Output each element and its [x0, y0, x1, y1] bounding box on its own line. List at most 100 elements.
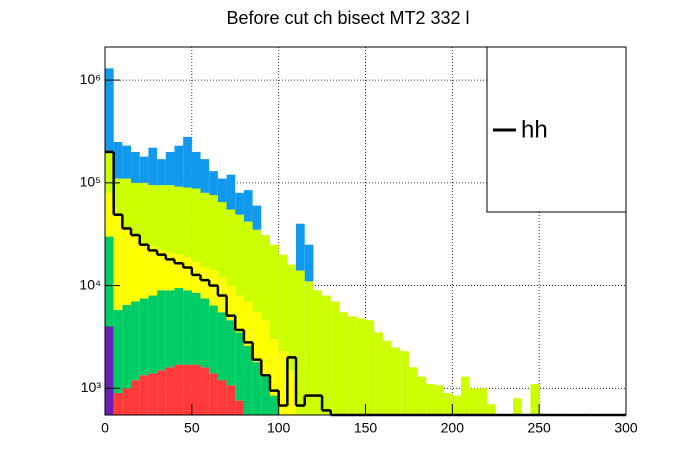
bar [400, 351, 409, 415]
legend-label: hh [521, 116, 548, 143]
bar [183, 364, 192, 415]
bar [235, 192, 244, 215]
bar [122, 229, 132, 305]
bar [243, 301, 253, 346]
bar [191, 261, 201, 293]
bar [252, 229, 262, 313]
bar [148, 373, 158, 415]
bar [209, 373, 218, 415]
bar [469, 388, 479, 415]
bar [382, 340, 392, 415]
bar [191, 292, 201, 365]
bar [174, 186, 184, 255]
bar [209, 305, 218, 374]
bar [139, 375, 149, 415]
bar [174, 364, 184, 415]
x-tick-label: 300 [614, 420, 638, 436]
bar [235, 295, 244, 333]
bar [348, 316, 357, 415]
bar [105, 151, 114, 193]
bar [235, 214, 244, 296]
bar [304, 244, 314, 282]
bar [157, 370, 166, 415]
plot-frame [104, 46, 627, 416]
x-tick-label: 250 [527, 420, 551, 436]
bar [278, 351, 288, 415]
bar [434, 385, 444, 415]
bar [131, 380, 140, 415]
bar [478, 388, 488, 415]
bar [157, 185, 166, 251]
bar [105, 192, 114, 237]
bar [513, 398, 522, 415]
bar [113, 178, 123, 215]
x-tick-label: 50 [184, 420, 200, 436]
bar [356, 318, 366, 415]
bar [122, 178, 132, 230]
bar [148, 246, 158, 296]
bar [296, 223, 305, 271]
bar [122, 388, 132, 415]
bar [313, 290, 323, 415]
bar [269, 244, 279, 340]
bar [235, 400, 244, 415]
bar [226, 385, 236, 415]
bar [443, 393, 453, 415]
bar [174, 145, 184, 187]
bar [243, 221, 253, 302]
bar [200, 298, 210, 368]
bar [243, 190, 253, 222]
bar [269, 339, 279, 396]
bar [105, 68, 114, 152]
bar [165, 185, 175, 253]
bar [165, 252, 175, 291]
bar [226, 209, 236, 286]
bar [278, 254, 288, 352]
bar [287, 264, 297, 371]
bar [235, 332, 244, 401]
bar [165, 367, 175, 415]
x-tick-label: 150 [354, 420, 378, 436]
bar [139, 182, 149, 245]
bar [113, 393, 123, 415]
chart-title: Before cut ch bisect MT2 332 l [226, 8, 469, 28]
bar [131, 301, 140, 381]
y-tick-label: 10⁴ [79, 276, 101, 292]
bar [191, 364, 201, 415]
bar [139, 298, 149, 376]
bar [252, 362, 262, 415]
bar [191, 188, 201, 262]
bar [148, 185, 158, 247]
bar [209, 195, 218, 271]
bar [217, 380, 227, 415]
bar [391, 347, 401, 415]
bar [487, 404, 496, 415]
bar [174, 254, 184, 288]
bar [461, 376, 470, 415]
bar [287, 370, 297, 415]
bar [105, 326, 114, 415]
bar [261, 320, 270, 377]
bar [365, 320, 375, 415]
x-tick-label: 200 [441, 420, 465, 436]
bar [200, 267, 210, 299]
bar [174, 287, 184, 365]
bar [226, 285, 236, 321]
bar [217, 178, 227, 203]
bar [113, 214, 123, 310]
bar [417, 376, 427, 415]
bar [139, 244, 149, 299]
bar [408, 367, 418, 415]
bar [148, 295, 158, 374]
bar [183, 256, 192, 291]
axes: 0 50 100 150 200 250 300 10³ 10⁴ 10⁵ 10⁶ hh [79, 46, 638, 436]
bar [426, 384, 435, 415]
bar [261, 235, 270, 321]
bar [131, 151, 140, 183]
bar [530, 384, 540, 415]
bar [157, 250, 166, 291]
bar [183, 136, 192, 188]
bar [139, 156, 149, 183]
y-tick-label: 10⁶ [80, 71, 101, 87]
